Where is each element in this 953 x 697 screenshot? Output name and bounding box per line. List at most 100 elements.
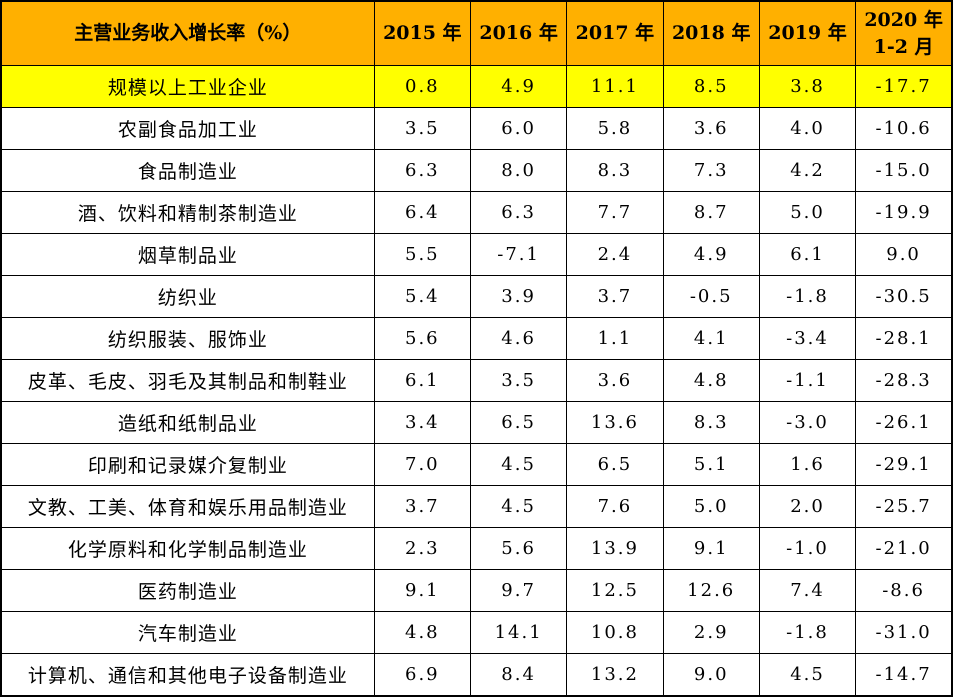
value-cell: 7.6 <box>566 485 664 528</box>
value-cell: 5.0 <box>662 485 760 528</box>
value-cell: 4.5 <box>469 443 568 486</box>
row-label: 计算机、通信和其他电子设备制造业 <box>0 653 375 696</box>
value-cell: 9.7 <box>469 569 568 612</box>
value-cell: 4.9 <box>469 65 568 108</box>
table-row: 皮革、毛皮、羽毛及其制品和制鞋业 6.1 3.5 3.6 4.8 -1.1 -2… <box>0 359 953 402</box>
row-label: 文教、工美、体育和娱乐用品制造业 <box>0 485 375 528</box>
value-cell: 9.1 <box>373 569 471 612</box>
row-label: 纺织服装、服饰业 <box>0 317 375 360</box>
col-header-2017: 2017 年 <box>566 0 664 66</box>
value-cell: 8.4 <box>469 653 568 696</box>
table-row: 酒、饮料和精制茶制造业 6.4 6.3 7.7 8.7 5.0 -19.9 <box>0 191 953 234</box>
value-cell: 11.1 <box>566 65 664 108</box>
value-cell: 14.1 <box>469 611 568 654</box>
col-header-2019: 2019 年 <box>758 0 857 66</box>
value-cell: -17.7 <box>855 65 953 108</box>
value-cell: 4.0 <box>758 107 857 150</box>
value-cell: 3.7 <box>566 275 664 318</box>
value-cell: 4.6 <box>469 317 568 360</box>
value-cell: 6.1 <box>758 233 857 276</box>
value-cell: -3.0 <box>758 401 857 444</box>
value-cell: 4.2 <box>758 149 857 192</box>
value-cell: -3.4 <box>758 317 857 360</box>
value-cell: 6.1 <box>373 359 471 402</box>
value-cell: 0.8 <box>373 65 471 108</box>
value-cell: 4.1 <box>662 317 760 360</box>
value-cell: 6.4 <box>373 191 471 234</box>
value-cell: 1.1 <box>566 317 664 360</box>
table-row: 食品制造业 6.3 8.0 8.3 7.3 4.2 -15.0 <box>0 149 953 192</box>
value-cell: -10.6 <box>855 107 953 150</box>
value-cell: 5.8 <box>566 107 664 150</box>
value-cell: 2.0 <box>758 485 857 528</box>
table-row: 汽车制造业 4.8 14.1 10.8 2.9 -1.8 -31.0 <box>0 611 953 654</box>
value-cell: 4.9 <box>662 233 760 276</box>
value-cell: 5.1 <box>662 443 760 486</box>
value-cell: 8.3 <box>662 401 760 444</box>
value-cell: 6.0 <box>469 107 568 150</box>
value-cell: 9.1 <box>662 527 760 570</box>
value-cell: 8.5 <box>662 65 760 108</box>
value-cell: 6.5 <box>469 401 568 444</box>
value-cell: -21.0 <box>855 527 953 570</box>
value-cell: -1.8 <box>758 611 857 654</box>
value-cell: 7.7 <box>566 191 664 234</box>
value-cell: -28.1 <box>855 317 953 360</box>
row-label: 皮革、毛皮、羽毛及其制品和制鞋业 <box>0 359 375 402</box>
row-label: 印刷和记录媒介复制业 <box>0 443 375 486</box>
table-title-cell: 主营业务收入增长率（%） <box>0 0 375 66</box>
value-cell: -14.7 <box>855 653 953 696</box>
value-cell: 10.8 <box>566 611 664 654</box>
value-cell: 5.0 <box>758 191 857 234</box>
value-cell: 3.6 <box>566 359 664 402</box>
row-label: 农副食品加工业 <box>0 107 375 150</box>
value-cell: 5.6 <box>373 317 471 360</box>
col-header-2016: 2016 年 <box>469 0 568 66</box>
col-header-2020-jan-feb: 2020 年 1-2 月 <box>855 0 953 66</box>
value-cell: 6.3 <box>469 191 568 234</box>
value-cell: 12.6 <box>662 569 760 612</box>
value-cell: 4.5 <box>469 485 568 528</box>
row-label: 造纸和纸制品业 <box>0 401 375 444</box>
value-cell: -1.8 <box>758 275 857 318</box>
table-row: 化学原料和化学制品制造业 2.3 5.6 13.9 9.1 -1.0 -21.0 <box>0 527 953 570</box>
value-cell: 8.7 <box>662 191 760 234</box>
table-row: 文教、工美、体育和娱乐用品制造业 3.7 4.5 7.6 5.0 2.0 -25… <box>0 485 953 528</box>
row-label: 酒、饮料和精制茶制造业 <box>0 191 375 234</box>
row-label: 化学原料和化学制品制造业 <box>0 527 375 570</box>
value-cell: -19.9 <box>855 191 953 234</box>
table-row: 农副食品加工业 3.5 6.0 5.8 3.6 4.0 -10.6 <box>0 107 953 150</box>
table-row: 医药制造业 9.1 9.7 12.5 12.6 7.4 -8.6 <box>0 569 953 612</box>
value-cell: 13.6 <box>566 401 664 444</box>
value-cell: 2.3 <box>373 527 471 570</box>
value-cell: -26.1 <box>855 401 953 444</box>
row-label: 汽车制造业 <box>0 611 375 654</box>
value-cell: 13.9 <box>566 527 664 570</box>
value-cell: -7.1 <box>469 233 568 276</box>
value-cell: 1.6 <box>758 443 857 486</box>
col-header-2020-line2: 1-2 月 <box>873 35 934 58</box>
table-row: 计算机、通信和其他电子设备制造业 6.9 8.4 13.2 9.0 4.5 -1… <box>0 653 953 696</box>
row-label: 烟草制品业 <box>0 233 375 276</box>
value-cell: 8.0 <box>469 149 568 192</box>
value-cell: 12.5 <box>566 569 664 612</box>
value-cell: 2.4 <box>566 233 664 276</box>
value-cell: 7.0 <box>373 443 471 486</box>
value-cell: -30.5 <box>855 275 953 318</box>
value-cell: 6.5 <box>566 443 664 486</box>
value-cell: 6.3 <box>373 149 471 192</box>
table-row: 纺织服装、服饰业 5.6 4.6 1.1 4.1 -3.4 -28.1 <box>0 317 953 360</box>
value-cell: 7.3 <box>662 149 760 192</box>
value-cell: 3.4 <box>373 401 471 444</box>
value-cell: -1.0 <box>758 527 857 570</box>
value-cell: 6.9 <box>373 653 471 696</box>
value-cell: 3.9 <box>469 275 568 318</box>
value-cell: 3.8 <box>758 65 857 108</box>
value-cell: 4.5 <box>758 653 857 696</box>
table-row: 烟草制品业 5.5 -7.1 2.4 4.9 6.1 9.0 <box>0 233 953 276</box>
value-cell: 3.5 <box>469 359 568 402</box>
value-cell: 4.8 <box>662 359 760 402</box>
value-cell: 13.2 <box>566 653 664 696</box>
value-cell: -0.5 <box>662 275 760 318</box>
